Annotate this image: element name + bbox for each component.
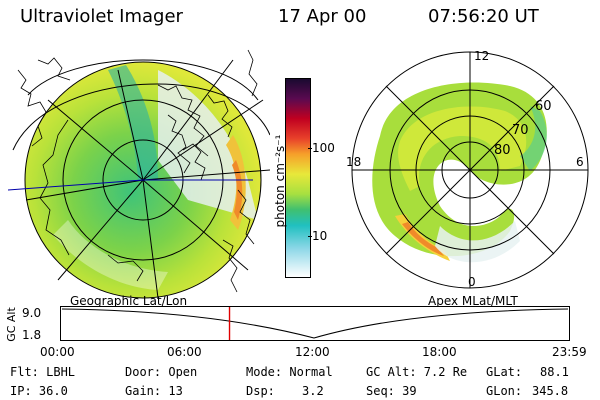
colorbar-unit-label: photon cm⁻²s⁻¹ [273,134,287,228]
lat-label-80: 80 [494,143,511,158]
timeline-axis-name: GC Alt [4,307,18,342]
timeline-left-title: Geographic Lat/Lon [70,294,188,308]
coastlines [17,49,258,293]
auroral-oval [372,82,547,263]
dsp-label: Dsp: [246,384,275,398]
dsp-value: 3.2 [302,384,324,398]
mlt-label-6: 6 [576,155,584,169]
polar-grid [351,51,589,289]
lat-label-60: 60 [535,99,552,114]
polar-mlt-plot: 12 18 6 0 60 70 80 [346,49,589,289]
gc-alt-label: GC Alt: 7.2 Re [366,365,468,379]
timeline-xtick-3: 18:00 [422,345,457,359]
timeline-ytick-min: 1.8 [22,328,42,342]
lat-label-70: 70 [512,123,529,138]
door-label: Door: Open [125,365,198,379]
view-direction-lines [8,179,253,191]
date-label: 17 Apr 00 [278,6,367,27]
colorbar-tick-100: 100 [312,141,335,155]
timeline-xtick-1: 06:00 [167,345,202,359]
mlt-label-0: 0 [468,275,476,289]
mode-label: Mode: Normal [246,365,333,379]
mlt-label-12: 12 [474,49,489,63]
glat-value: 88.1 [540,365,569,379]
colorbar-tick-10: 10 [312,229,328,243]
colorbar: photon cm⁻²s⁻¹ 100 10 [262,78,335,278]
glat-label: GLat: [486,365,523,379]
timeline-xtick-2: 12:00 [295,345,330,359]
altitude-timeline [60,306,570,341]
glon-value: 345.8 [532,384,569,398]
gain-label: Gain: 13 [125,384,183,398]
app-title: Ultraviolet Imager [20,6,183,27]
colorbar-gradient [285,78,311,278]
glon-label: GLon: [486,384,523,398]
ip-label: IP: 36.0 [10,384,68,398]
timeline-xtick-0: 00:00 [40,345,75,359]
seq-label: Seq: 39 [366,384,417,398]
geographic-map [8,49,270,299]
timeline-ytick-max: 9.0 [22,306,42,320]
timeline-right-title: Apex MLat/MLT [428,294,518,308]
map-grid [12,59,270,299]
timeline-xtick-4: 23:59 [552,345,587,359]
time-label: 07:56:20 UT [428,6,539,27]
filter-label: Flt: LBHL [10,365,76,379]
mlt-label-18: 18 [346,155,361,169]
